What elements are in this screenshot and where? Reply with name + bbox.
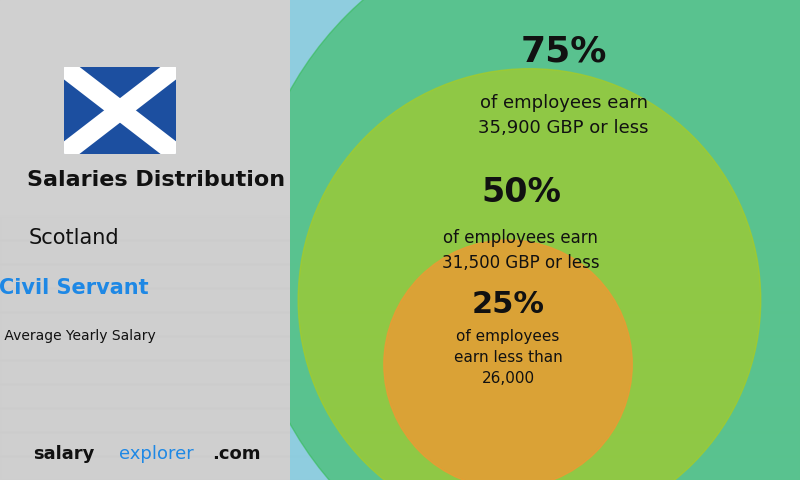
Bar bbox=[0, 216, 800, 240]
Bar bbox=[0, 24, 800, 48]
Bar bbox=[0, 456, 800, 480]
Circle shape bbox=[384, 240, 632, 480]
Text: Almost everyone earns
52,900 GBP or less: Almost everyone earns 52,900 GBP or less bbox=[546, 0, 770, 1]
Text: Civil Servant: Civil Servant bbox=[0, 278, 149, 298]
Bar bbox=[0, 192, 800, 216]
Text: .com: .com bbox=[212, 444, 260, 463]
Bar bbox=[0, 168, 800, 192]
Text: 75%: 75% bbox=[521, 35, 607, 69]
Bar bbox=[0, 360, 800, 384]
Text: 50%: 50% bbox=[481, 176, 561, 209]
Bar bbox=[0, 120, 800, 144]
Bar bbox=[0, 48, 800, 72]
Text: of employees
earn less than
26,000: of employees earn less than 26,000 bbox=[454, 329, 562, 386]
Bar bbox=[0, 384, 800, 408]
Text: of employees earn
31,500 GBP or less: of employees earn 31,500 GBP or less bbox=[442, 229, 600, 272]
Circle shape bbox=[204, 0, 800, 480]
Bar bbox=[0, 432, 800, 456]
Bar bbox=[0, 0, 800, 24]
Bar bbox=[0, 96, 800, 120]
Text: * Average Yearly Salary: * Average Yearly Salary bbox=[0, 329, 155, 343]
Text: 25%: 25% bbox=[471, 290, 545, 319]
Bar bbox=[0, 144, 800, 168]
Text: Scotland: Scotland bbox=[29, 228, 119, 248]
Circle shape bbox=[246, 0, 800, 480]
Bar bbox=[0, 408, 800, 432]
Bar bbox=[0, 288, 800, 312]
Bar bbox=[0, 336, 800, 360]
Text: salary: salary bbox=[34, 444, 95, 463]
Bar bbox=[0, 240, 800, 264]
Text: explorer: explorer bbox=[119, 444, 194, 463]
Bar bbox=[0, 312, 800, 336]
Bar bbox=[0, 264, 800, 288]
Text: Salaries Distribution: Salaries Distribution bbox=[27, 170, 285, 190]
Text: of employees earn
35,900 GBP or less: of employees earn 35,900 GBP or less bbox=[478, 94, 649, 137]
Circle shape bbox=[298, 69, 761, 480]
Bar bbox=[0, 72, 800, 96]
